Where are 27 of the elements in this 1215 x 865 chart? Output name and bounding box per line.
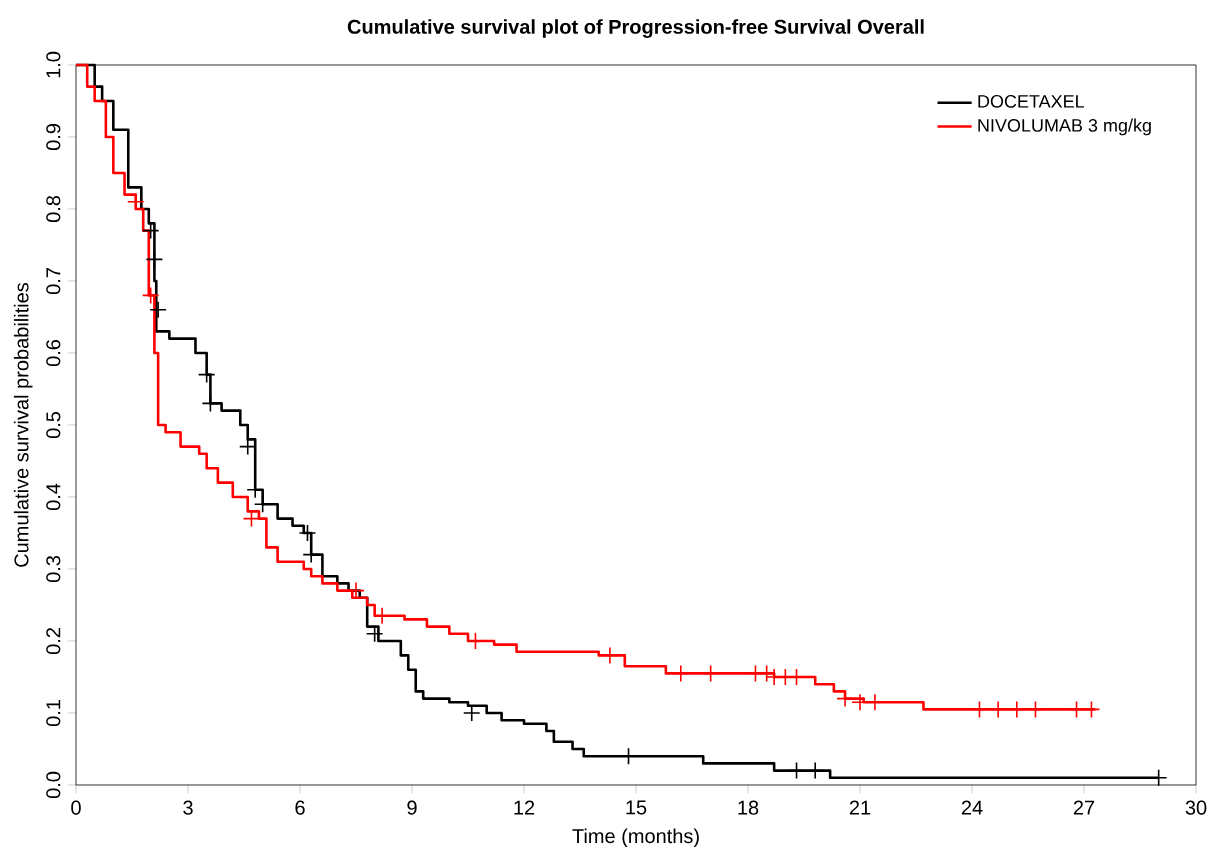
x-axis-title: Time (months)	[572, 828, 699, 848]
y-tick-label: 0.6	[46, 339, 61, 367]
x-tick-label: 12	[514, 800, 535, 815]
x-tick-label: 0	[71, 800, 81, 815]
y-tick-label: 0.5	[46, 411, 61, 439]
y-tick-label: 0.9	[46, 124, 61, 151]
y-tick-label: 0.0	[46, 771, 61, 799]
y-axis-title: Cumulative survival probabilities	[13, 282, 33, 567]
x-tick-label: 9	[407, 800, 417, 815]
y-tick-label: 0.3	[46, 555, 61, 583]
legend-label: DOCETAXEL	[978, 94, 1085, 108]
y-tick-label: 0.1	[46, 700, 61, 727]
y-tick-label: 1.0	[46, 51, 61, 78]
chart-title: Cumulative survival plot of Progression-free Survival Overall	[347, 19, 924, 38]
x-tick-label: 24	[961, 800, 983, 815]
x-tick-label: 6	[295, 800, 305, 815]
y-tick-label: 0.4	[46, 483, 61, 511]
y-tick-label: 0.7	[46, 268, 61, 295]
x-tick-label: 18	[738, 800, 759, 815]
x-tick-label: 27	[1073, 800, 1095, 815]
x-tick-label: 21	[849, 800, 871, 815]
x-tick-label: 3	[183, 800, 193, 815]
x-tick-label: 15	[626, 800, 647, 815]
legend-label: NIVOLUMAB 3 mg/kg	[978, 118, 1151, 136]
y-tick-label: 0.8	[46, 195, 61, 223]
y-tick-label: 0.2	[46, 628, 61, 655]
x-tick-label: 30	[1185, 800, 1207, 815]
